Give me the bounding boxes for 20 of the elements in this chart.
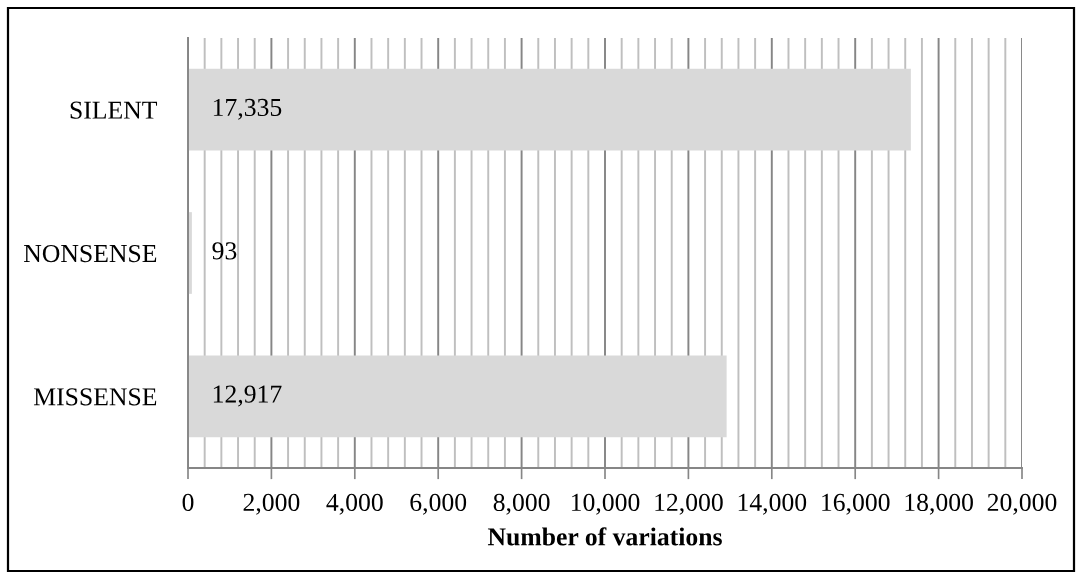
x-tick-label: 16,000 — [822, 493, 890, 515]
x-tick-label: 2,000 — [243, 493, 300, 515]
x-tick-label: 14,000 — [738, 493, 807, 515]
x-tick-label: 8,000 — [493, 493, 550, 515]
x-tick-label: 6,000 — [410, 493, 467, 515]
y-tick-label: SILENT — [70, 101, 158, 119]
x-tick-label: 20,000 — [987, 493, 1057, 515]
x-tick-label: 0 — [182, 493, 194, 512]
data-label: 17,335 — [213, 98, 282, 120]
data-label: 93 — [212, 242, 237, 260]
x-tick-label: 4,000 — [326, 493, 383, 515]
y-tick-label: MISSENSE — [33, 388, 157, 406]
x-tick-label: 10,000 — [571, 493, 640, 515]
x-tick-label: 18,000 — [905, 493, 973, 515]
x-tick-label: 12,000 — [655, 493, 723, 515]
bar — [188, 355, 727, 438]
x-axis-title: Number of variations — [487, 527, 722, 546]
y-tick-label: NONSENSE — [23, 244, 157, 263]
data-label: 12,917 — [213, 385, 282, 407]
bar — [188, 68, 911, 151]
